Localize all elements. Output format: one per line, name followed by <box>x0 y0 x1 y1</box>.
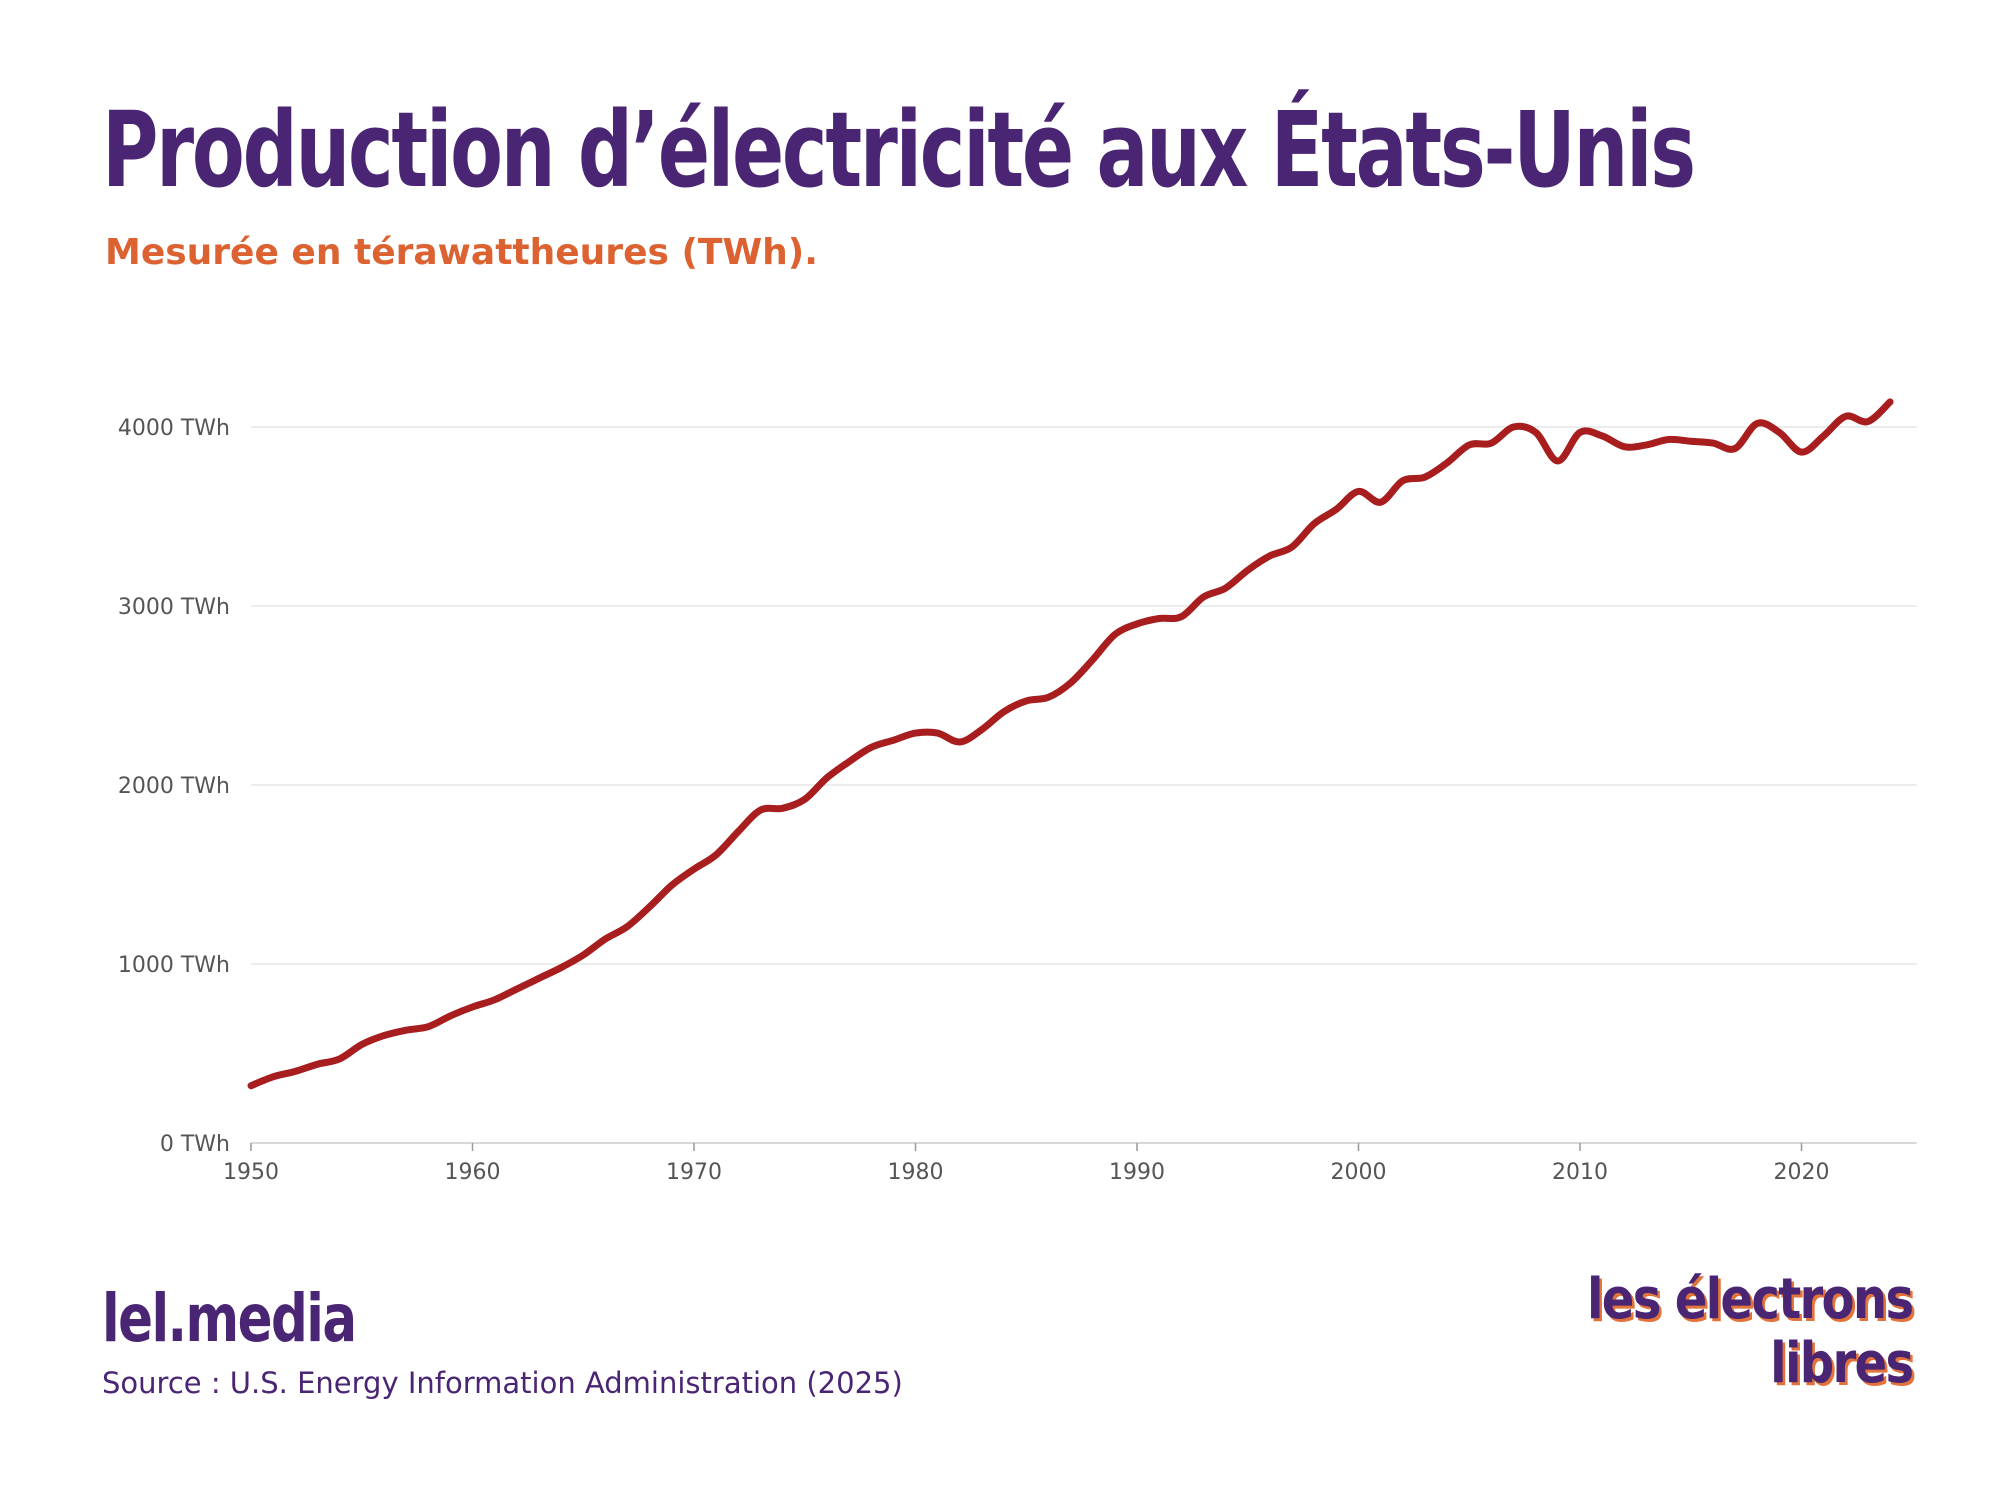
y-tick-label: 2000 TWh <box>118 774 230 799</box>
series-layer <box>247 398 1894 1090</box>
x-tick-label: 1990 <box>1109 1160 1165 1185</box>
x-axis-labels: 1950 1960 1970 1980 1990 2000 2010 2020 <box>223 1160 1830 1185</box>
logo-line-1: les électrons <box>1586 1267 1914 1332</box>
grid-lines <box>251 426 1917 965</box>
x-tick-label: 1970 <box>666 1160 722 1185</box>
x-tick-label: 1980 <box>888 1160 944 1185</box>
y-tick-label: 1000 TWh <box>118 953 230 978</box>
x-axis <box>250 1142 1917 1151</box>
x-tick-label: 1950 <box>223 1160 279 1185</box>
x-tick-label: 2010 <box>1552 1160 1608 1185</box>
logo-line-2: libres <box>1769 1331 1914 1396</box>
chart-subtitle: Mesurée en térawattheures (TWh). <box>105 232 818 273</box>
y-tick-label: 3000 TWh <box>118 595 230 620</box>
y-axis-labels: 0 TWh 1000 TWh 2000 TWh 3000 TWh 4000 TWh <box>118 416 230 1157</box>
y-tick-label: 4000 TWh <box>118 416 230 441</box>
series-line-0 <box>247 398 1894 1090</box>
y-tick-label: 0 TWh <box>160 1132 230 1157</box>
source-note: Source : U.S. Energy Information Adminis… <box>102 1366 903 1400</box>
x-tick-label: 2000 <box>1331 1160 1387 1185</box>
x-tick-label: 2020 <box>1774 1160 1830 1185</box>
brand-name: lel.media <box>102 1280 357 1357</box>
x-tick-label: 1960 <box>445 1160 501 1185</box>
page-title: Production d’électricité aux États-Unis <box>102 89 1696 211</box>
les-electrons-libres-logo: les électrons libres <box>1534 1267 1914 1396</box>
